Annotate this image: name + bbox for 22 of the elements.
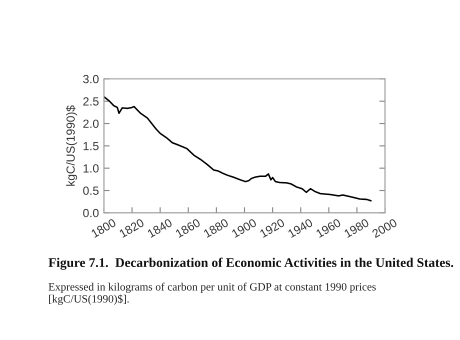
y-tick-label: 2.5	[83, 97, 99, 106]
y-tick-label: 0.5	[83, 186, 99, 195]
y-tick-label: 2.0	[83, 120, 99, 128]
x-tick-label: 1900	[231, 218, 258, 238]
x-tick-label: 1820	[118, 218, 145, 238]
x-tick-label: 1840	[146, 218, 173, 238]
y-axis-title: kgC/US(1990)$	[66, 105, 78, 186]
line-series	[104, 96, 372, 202]
y-tick-label: 0.0	[83, 208, 99, 218]
x-tick-label: 1960	[316, 218, 342, 238]
y-tick-label: 1.0	[84, 164, 99, 173]
x-tick-label: 1800	[90, 218, 117, 238]
x-tick-label: 1940	[288, 218, 314, 238]
x-tick-label: 2000	[372, 218, 398, 238]
text: Figure 7.1. Decarbonization of Economic Activities in the United States.	[48, 258, 454, 270]
y-tick-label: 3.0	[83, 74, 99, 84]
x-tick-label: 1980	[344, 218, 370, 238]
x-tick-label: 1880	[203, 218, 229, 238]
y-tick-label: 1.5	[84, 142, 99, 150]
x-tick-label: 1860	[175, 218, 201, 238]
text: Expressed in kilograms of carbon per unit of GDP at constant 1990 prices [kgC/US(1990)$].	[48, 282, 376, 305]
x-tick-label: 1920	[259, 218, 286, 238]
